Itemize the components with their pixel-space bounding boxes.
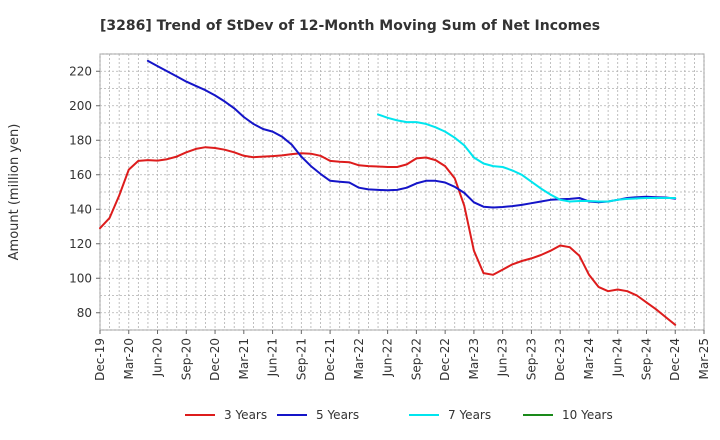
legend-label: 5 Years: [316, 408, 359, 422]
series-layer: [99, 59, 677, 326]
x-tick-label: Jun-21: [266, 338, 280, 377]
legend-label: 7 Years: [448, 408, 491, 422]
x-tick-label: Dec-21: [323, 338, 337, 381]
x-tick-label: Mar-25: [697, 338, 711, 379]
grid: [99, 53, 705, 331]
y-tick-label: 180: [69, 133, 92, 147]
y-axis-label: Amount (million yen): [7, 124, 22, 261]
x-tick-label: Mar-24: [582, 338, 596, 379]
x-tick-label: Dec-19: [93, 338, 107, 381]
x-tick-label: Jun-22: [381, 338, 395, 377]
x-tick-label: Dec-23: [553, 338, 567, 381]
y-tick-label: 100: [69, 271, 92, 285]
x-axis: Dec-19 Mar-20 Jun-20 Sep-20 Dec-20 Mar-21 Jun-…: [93, 330, 711, 381]
x-tick-label: Sep-24: [639, 338, 653, 380]
y-tick-label: 160: [69, 168, 92, 182]
chart-title: [3286] Trend of StDev of 12-Month Moving…: [100, 18, 600, 34]
x-tick-label: Dec-24: [668, 338, 682, 381]
y-tick-label: 200: [69, 99, 92, 113]
y-tick-label: 80: [77, 306, 92, 320]
x-tick-label: Mar-21: [237, 338, 251, 379]
x-tick-label: Dec-20: [208, 338, 222, 381]
y-tick-label: 140: [69, 202, 92, 216]
x-tick-label: Mar-20: [122, 338, 136, 379]
series-line: [99, 146, 677, 326]
y-tick-label: 120: [69, 237, 92, 251]
x-tick-label: Sep-23: [524, 338, 538, 380]
y-axis: 80 100 120 140 160 180 200 220: [69, 64, 100, 320]
x-tick-label: Dec-22: [438, 338, 452, 381]
legend-label: 10 Years: [562, 408, 613, 422]
y-tick-label: 220: [69, 64, 92, 78]
x-tick-label: Mar-22: [352, 338, 366, 379]
x-tick-label: Mar-23: [467, 338, 481, 379]
x-tick-label: Jun-23: [496, 338, 510, 377]
series-line: [377, 113, 677, 203]
x-tick-label: Sep-20: [179, 338, 193, 380]
x-tick-label: Jun-20: [151, 338, 165, 377]
x-tick-label: Sep-21: [294, 338, 308, 380]
x-tick-label: Jun-24: [611, 338, 625, 377]
legend: 3 Years 5 Years 7 Years 10 Years: [185, 408, 613, 422]
legend-label: 3 Years: [224, 408, 267, 422]
x-tick-label: Sep-22: [409, 338, 423, 380]
